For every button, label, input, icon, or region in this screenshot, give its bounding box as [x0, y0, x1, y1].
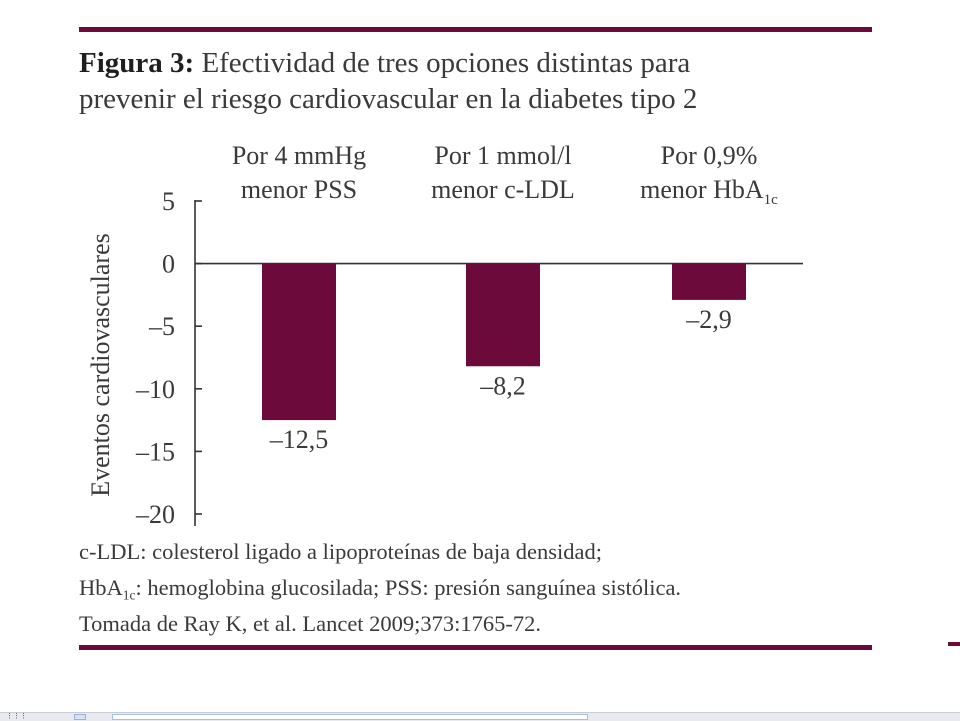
figure-label: Figura 3: — [79, 47, 195, 79]
bar — [262, 263, 336, 421]
footnote-line-2-text: : hemoglobina glucosilada; PSS: presión … — [135, 575, 682, 600]
figure-title: Figura 3: Efectividad de tres opciones d… — [79, 45, 859, 117]
top-rule — [79, 27, 872, 32]
taskbar-address-field[interactable] — [112, 714, 588, 720]
category-label-line-2: menor c-LDL — [431, 175, 575, 204]
bar — [466, 263, 540, 367]
footnote-hba-prefix: HbA — [79, 575, 123, 600]
y-tick-label: 0 — [162, 250, 175, 279]
bar-value-label: –8,2 — [479, 371, 526, 400]
bottom-rule — [79, 645, 872, 650]
y-axis-title: Eventos cardiovasculares — [86, 233, 115, 497]
category-label-line-2: menor PSS — [241, 175, 357, 204]
category-label-line-2: menor HbA1c — [640, 175, 778, 208]
category-label-line-1: Por 0,9% — [661, 141, 758, 170]
footnote-line-3: Tomada de Ray K, et al. Lancet 2009;373:… — [79, 611, 542, 636]
y-tick-label: –10 — [135, 375, 175, 404]
bar — [672, 263, 746, 300]
bar-value-label: –2,9 — [685, 305, 732, 334]
y-tick-label: –20 — [135, 500, 175, 529]
footnote-line-1: c-LDL: colesterol ligado a lipoproteínas… — [79, 539, 602, 564]
footnote-hba-subscript: 1c — [122, 587, 136, 603]
title-line-1: Figura 3: Efectividad de tres opciones d… — [79, 45, 859, 81]
category-label-line-1: Por 1 mmol/l — [434, 141, 571, 170]
y-tick-label: –15 — [135, 437, 175, 466]
title-line-2: prevenir el riesgo cardiovascular en la … — [79, 83, 698, 115]
category-label-line-1: Por 4 mmHg — [232, 141, 366, 170]
figure-footnote: c-LDL: colesterol ligado a lipoproteínas… — [79, 534, 879, 642]
bar-value-label: –12,5 — [269, 425, 329, 454]
slide-edge-dash — [948, 642, 960, 646]
taskbar-button[interactable] — [74, 714, 86, 720]
title-text-1: Efectividad de tres opciones distintas p… — [201, 47, 691, 79]
y-tick-label: 5 — [162, 187, 175, 216]
footnote-line-2: HbA1c: hemoglobina glucosilada; PSS: pre… — [79, 570, 879, 606]
category-label-subscript: 1c — [764, 192, 779, 208]
taskbar-grip-icon: ⋮⋮⋮ — [6, 712, 27, 720]
y-tick-label: –5 — [148, 312, 175, 341]
